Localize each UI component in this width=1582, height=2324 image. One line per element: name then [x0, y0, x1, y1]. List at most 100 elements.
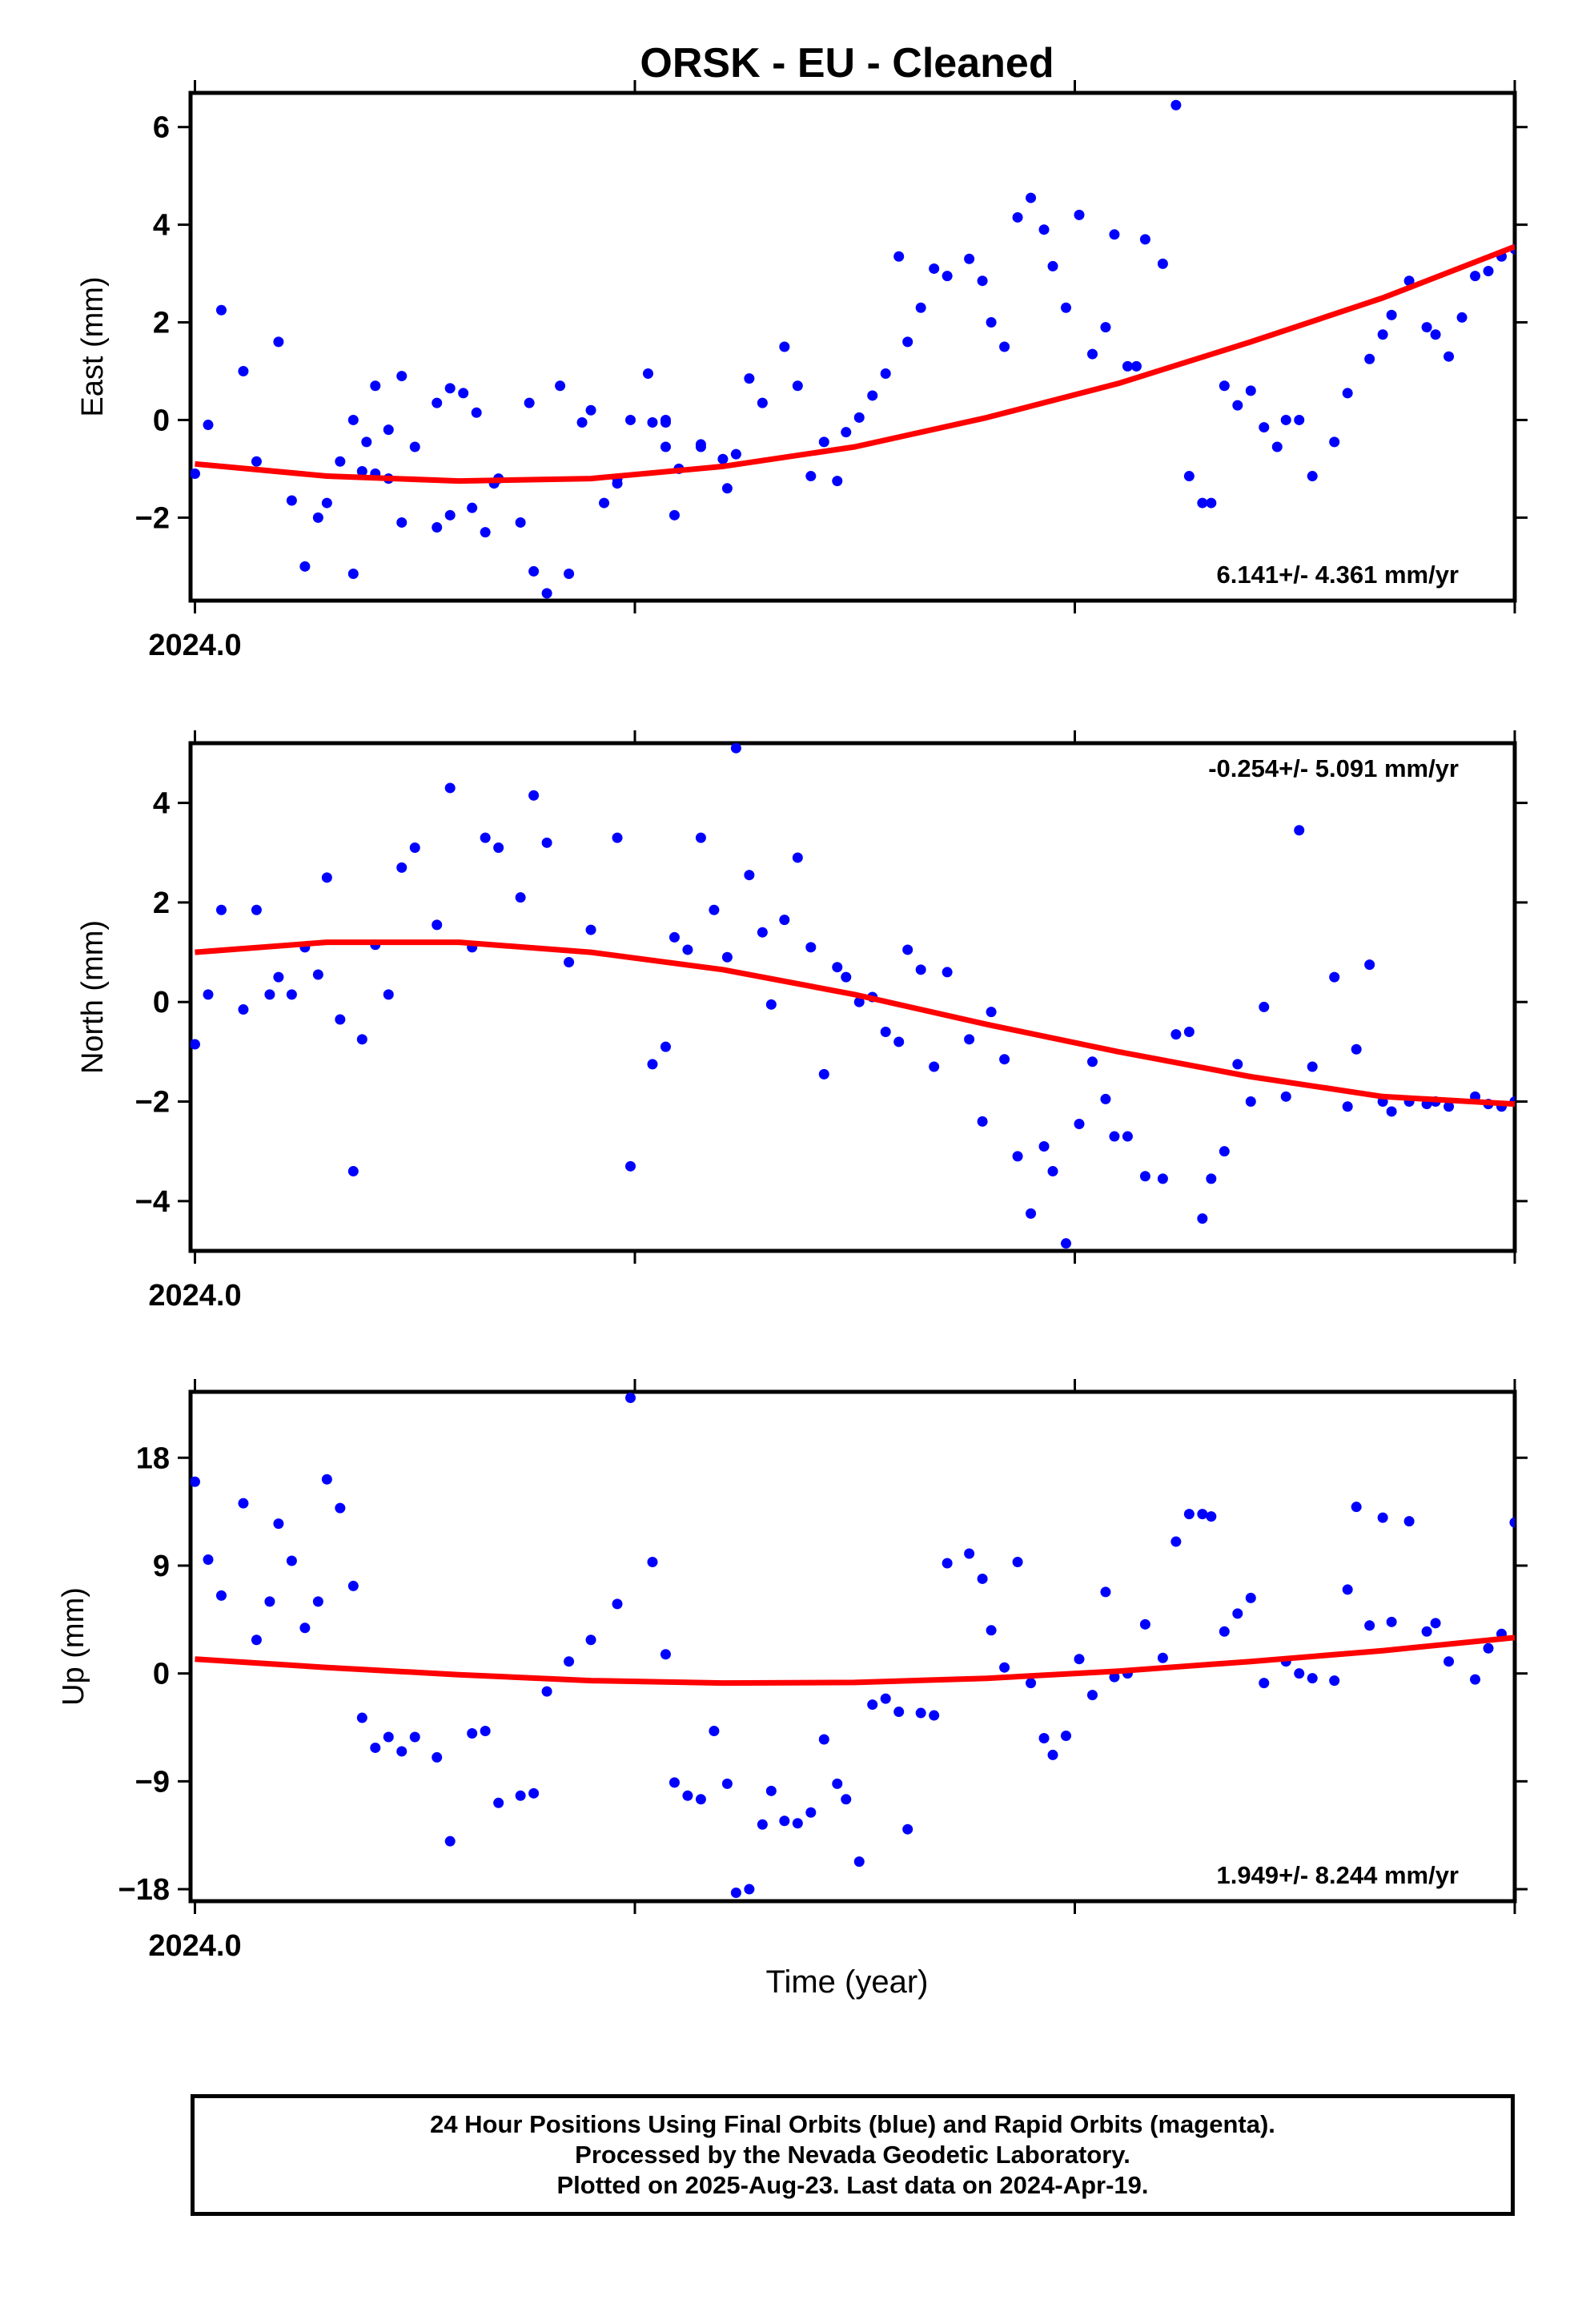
- up-point: [1294, 1668, 1305, 1679]
- east-point: [576, 416, 588, 428]
- up-point: [1206, 1511, 1217, 1522]
- up-point: [1026, 1678, 1037, 1689]
- up-point: [1232, 1608, 1243, 1619]
- east-point: [1206, 497, 1217, 509]
- north-ytick-label: 2: [153, 887, 170, 920]
- north-point: [1329, 971, 1340, 983]
- north-point: [321, 872, 332, 883]
- east-point: [1026, 192, 1037, 203]
- north-point: [238, 1004, 249, 1015]
- east-point: [805, 471, 817, 482]
- east-point: [1307, 471, 1318, 482]
- north-point: [964, 1034, 975, 1045]
- east-point: [1483, 266, 1494, 277]
- north-point: [515, 892, 526, 903]
- up-point: [1219, 1626, 1230, 1637]
- up-point: [564, 1656, 575, 1667]
- footer-line-3: Plotted on 2025-Aug-23. Last data on 202…: [556, 2171, 1149, 2199]
- east-point: [1122, 360, 1133, 372]
- north-point: [1012, 1151, 1023, 1162]
- east-point: [541, 588, 552, 599]
- east-rate-label: 6.141+/- 4.361 mm/yr: [1217, 561, 1459, 589]
- north-fit-line: [195, 939, 1515, 1108]
- up-point: [805, 1807, 817, 1818]
- north-point: [1061, 1238, 1072, 1249]
- up-point: [191, 1476, 200, 1487]
- east-point: [432, 397, 443, 408]
- east-point: [779, 341, 790, 352]
- up-point: [893, 1707, 905, 1718]
- east-point: [251, 456, 262, 467]
- up-points: [191, 1392, 1515, 1899]
- east-frame: [188, 90, 1517, 603]
- north-xtick-label: 2024.0: [148, 1279, 241, 1313]
- north-ytick-label: 0: [153, 986, 170, 1019]
- east-point: [1329, 436, 1340, 448]
- up-point: [321, 1474, 332, 1485]
- north-point: [1294, 825, 1305, 836]
- north-point: [1047, 1166, 1058, 1177]
- up-point: [286, 1555, 297, 1566]
- east-point: [867, 390, 878, 401]
- north-point: [273, 971, 284, 983]
- east-point: [524, 397, 535, 408]
- north-point: [1280, 1091, 1291, 1102]
- north-point: [335, 1014, 346, 1025]
- north-point: [528, 790, 540, 801]
- up-point: [818, 1734, 829, 1745]
- up-point: [1483, 1642, 1494, 1654]
- east-point: [321, 497, 332, 509]
- east-point: [480, 527, 491, 538]
- north-frame: [188, 741, 1517, 1253]
- north-point: [1364, 959, 1375, 971]
- up-point: [915, 1707, 926, 1719]
- east-y-axis-label: East (mm): [76, 276, 110, 416]
- footer-line-1: 24 Hour Positions Using Final Orbits (bl…: [430, 2110, 1275, 2138]
- chart-title: ORSK - EU - Cleaned: [640, 40, 1054, 86]
- east-point: [286, 495, 297, 506]
- north-point: [986, 1007, 997, 1018]
- east-xtick-label: 2024.0: [148, 629, 241, 662]
- east-point: [203, 420, 214, 431]
- north-ytick-label: −2: [135, 1086, 170, 1120]
- north-point: [396, 862, 408, 873]
- up-point: [942, 1558, 953, 1569]
- north-point: [929, 1061, 940, 1072]
- east-point: [625, 414, 636, 425]
- up-point: [264, 1596, 275, 1607]
- east-point: [528, 565, 540, 577]
- up-point: [493, 1797, 504, 1808]
- east-point: [893, 251, 905, 262]
- east-point: [444, 509, 456, 521]
- north-point: [541, 837, 552, 848]
- north-point: [902, 944, 913, 955]
- east-point: [1100, 322, 1111, 333]
- north-point: [356, 1034, 367, 1045]
- east-point: [1342, 388, 1353, 399]
- up-point: [1421, 1626, 1432, 1637]
- north-point: [1100, 1093, 1111, 1104]
- up-point: [347, 1580, 359, 1591]
- up-point: [695, 1794, 706, 1805]
- up-point: [999, 1662, 1010, 1673]
- footer-box: 24 Hour Positions Using Final Orbits (bl…: [191, 2094, 1515, 2216]
- east-point: [1038, 224, 1050, 235]
- up-point: [765, 1785, 777, 1796]
- north-point: [1183, 1027, 1195, 1038]
- up-point: [612, 1598, 623, 1610]
- up-point: [1307, 1673, 1318, 1684]
- north-point: [1307, 1061, 1318, 1072]
- up-point: [1197, 1509, 1208, 1520]
- north-point: [286, 989, 297, 1000]
- east-point: [757, 397, 768, 408]
- east-point: [312, 512, 323, 523]
- east-point: [1219, 380, 1230, 392]
- east-point: [647, 416, 658, 428]
- north-point: [1245, 1096, 1256, 1108]
- up-point: [647, 1556, 658, 1567]
- north-point: [832, 962, 843, 973]
- east-point: [555, 380, 566, 392]
- north-point: [880, 1027, 891, 1038]
- up-point: [1377, 1512, 1388, 1523]
- east-point: [1245, 385, 1256, 396]
